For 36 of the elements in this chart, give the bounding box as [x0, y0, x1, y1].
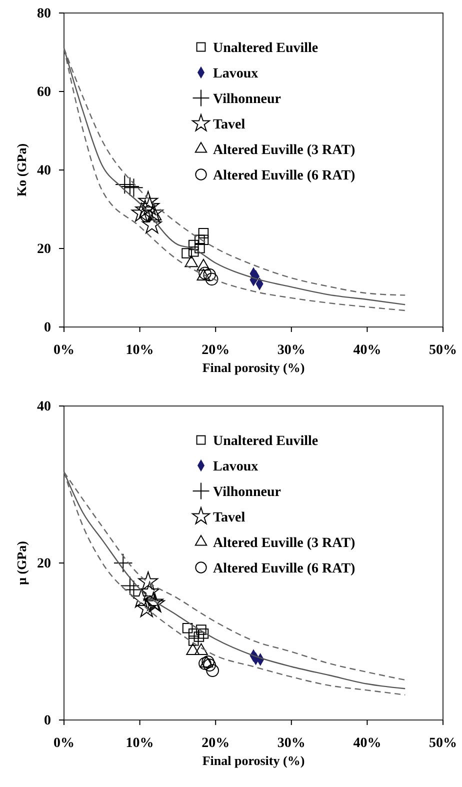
y-tick-label: 60 — [37, 84, 51, 100]
legend-label: Tavel — [213, 510, 246, 526]
x-tick-label: 0% — [54, 342, 74, 358]
x-tick-label: 50% — [429, 736, 457, 751]
x-tick-label: 10% — [126, 342, 154, 358]
x-tick-label: 30% — [277, 342, 306, 358]
legend-label: Vilhonneur — [213, 485, 281, 500]
x-tick-label: 50% — [429, 342, 457, 358]
x-tick-label: 40% — [353, 342, 382, 358]
x-axis-title: Final porosity (%) — [202, 360, 305, 375]
y-tick-label: 0 — [44, 713, 51, 728]
y-tick-label: 40 — [37, 399, 51, 414]
legend-label: Lavoux — [213, 460, 258, 474]
legend-label: Altered Euville (6 RAT) — [213, 168, 356, 184]
x-tick-label: 30% — [277, 736, 306, 751]
x-axis-title: Final porosity (%) — [202, 753, 305, 768]
legend-label: Unaltered Euville — [213, 41, 318, 56]
x-tick-label: 10% — [126, 736, 154, 751]
legend-label: Altered Euville (6 RAT) — [213, 562, 356, 576]
legend-label: Tavel — [213, 118, 246, 132]
x-tick-label: 40% — [353, 736, 382, 751]
y-axis-title: μ (GPa) — [14, 541, 29, 585]
legend-label: Altered Euville (3 RAT) — [213, 536, 356, 551]
y-tick-label: 20 — [37, 556, 51, 572]
x-tick-label: 20% — [202, 342, 230, 358]
legend-label: Unaltered Euville — [213, 434, 318, 449]
y-tick-label: 20 — [37, 242, 51, 257]
x-tick-label: 20% — [202, 736, 230, 751]
legend-label: Altered Euville (3 RAT) — [213, 143, 356, 158]
y-tick-label: 0 — [44, 320, 51, 336]
legend-label: Vilhonneur — [213, 92, 281, 107]
y-tick-label: 40 — [37, 163, 51, 178]
y-tick-label: 80 — [37, 6, 51, 22]
x-tick-label: 0% — [54, 736, 74, 751]
legend-label: Lavoux — [213, 66, 258, 82]
y-axis-title: Ko (GPa) — [14, 143, 29, 197]
